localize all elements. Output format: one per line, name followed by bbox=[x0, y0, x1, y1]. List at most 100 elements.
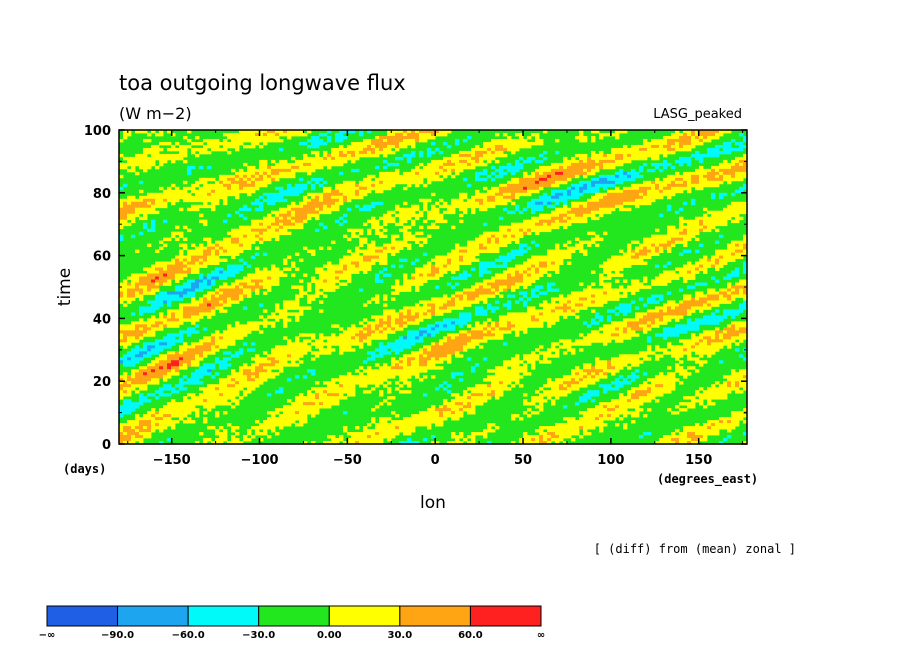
field-cell bbox=[399, 210, 404, 215]
field-cell bbox=[295, 315, 300, 319]
field-cell bbox=[407, 171, 412, 176]
field-cell bbox=[231, 234, 236, 239]
field-cell bbox=[507, 135, 512, 140]
field-cell bbox=[275, 234, 280, 239]
field-cell bbox=[163, 318, 168, 322]
field-cell bbox=[619, 177, 624, 182]
field-cell bbox=[127, 297, 132, 301]
field-cell bbox=[211, 282, 216, 286]
field-cell bbox=[663, 237, 668, 242]
field-cell bbox=[479, 264, 484, 268]
field-cell bbox=[507, 195, 512, 200]
field-cell bbox=[339, 192, 344, 197]
field-cell bbox=[463, 156, 468, 161]
field-cell bbox=[183, 303, 188, 307]
field-cell bbox=[255, 231, 260, 236]
field-cell bbox=[135, 159, 140, 164]
field-cell bbox=[251, 171, 256, 176]
field-cell bbox=[315, 201, 320, 206]
field-cell bbox=[307, 207, 312, 212]
field-cell bbox=[171, 147, 176, 152]
field-cell bbox=[155, 264, 160, 268]
field-cell bbox=[415, 168, 420, 173]
field-cell bbox=[235, 231, 240, 236]
field-cell bbox=[451, 270, 456, 274]
field-cell bbox=[387, 213, 392, 218]
field-cell bbox=[339, 276, 344, 280]
field-cell bbox=[523, 291, 528, 295]
field-cell bbox=[619, 204, 624, 209]
field-cell bbox=[403, 130, 408, 134]
field-cell bbox=[631, 201, 636, 206]
field-cell bbox=[727, 297, 732, 301]
field-cell bbox=[547, 228, 552, 233]
field-cell bbox=[543, 180, 548, 185]
field-cell bbox=[431, 273, 436, 277]
field-cell bbox=[571, 207, 576, 212]
field-cell bbox=[455, 306, 460, 310]
field-cell bbox=[655, 315, 660, 319]
field-cell bbox=[187, 249, 192, 254]
field-cell bbox=[363, 258, 368, 262]
field-cell bbox=[311, 159, 316, 164]
field-cell bbox=[299, 186, 304, 191]
field-cell bbox=[159, 318, 164, 322]
field-cell bbox=[327, 261, 332, 265]
field-cell bbox=[499, 165, 504, 170]
field-cell bbox=[723, 294, 728, 298]
field-cell bbox=[131, 273, 136, 277]
field-cell bbox=[683, 186, 688, 191]
field-cell bbox=[671, 147, 676, 152]
field-cell bbox=[131, 297, 136, 301]
field-cell bbox=[359, 195, 364, 200]
field-cell bbox=[431, 216, 436, 221]
field-cell bbox=[587, 159, 592, 164]
field-cell bbox=[407, 159, 412, 164]
field-cell bbox=[155, 303, 160, 307]
field-cell bbox=[407, 279, 412, 283]
field-cell bbox=[119, 153, 124, 158]
field-cell bbox=[547, 249, 552, 254]
field-cell bbox=[631, 252, 636, 256]
field-cell bbox=[607, 264, 612, 268]
field-cell bbox=[551, 267, 556, 271]
field-cell bbox=[703, 222, 708, 227]
field-cell bbox=[375, 189, 380, 194]
field-cell bbox=[591, 300, 596, 304]
field-cell bbox=[375, 201, 380, 206]
field-cell bbox=[511, 177, 516, 182]
field-cell bbox=[391, 132, 396, 137]
field-cell bbox=[495, 285, 500, 289]
field-cell bbox=[739, 171, 744, 176]
field-cell bbox=[455, 153, 460, 158]
field-cell bbox=[179, 255, 184, 259]
field-cell bbox=[471, 210, 476, 215]
field-cell bbox=[331, 150, 336, 155]
field-cell bbox=[279, 168, 284, 173]
field-cell bbox=[583, 180, 588, 185]
field-cell bbox=[531, 273, 536, 277]
field-cell bbox=[739, 174, 744, 179]
field-cell bbox=[703, 180, 708, 185]
field-cell bbox=[619, 174, 624, 179]
field-cell bbox=[543, 171, 548, 176]
field-cell bbox=[487, 204, 492, 209]
field-cell bbox=[683, 147, 688, 152]
field-cell bbox=[459, 276, 464, 280]
field-cell bbox=[703, 153, 708, 158]
field-cell bbox=[207, 138, 212, 143]
field-cell bbox=[299, 291, 304, 295]
field-cell bbox=[423, 315, 428, 319]
field-cell bbox=[367, 207, 372, 212]
field-cell bbox=[555, 225, 560, 230]
field-cell bbox=[231, 132, 236, 137]
field-cell bbox=[423, 130, 428, 134]
field-cell bbox=[327, 207, 332, 212]
field-cell bbox=[355, 189, 360, 194]
field-cell bbox=[535, 231, 540, 236]
field-cell bbox=[155, 132, 160, 137]
field-cell bbox=[515, 270, 520, 274]
field-cell bbox=[675, 159, 680, 164]
field-cell bbox=[271, 273, 276, 277]
field-cell bbox=[651, 294, 656, 298]
